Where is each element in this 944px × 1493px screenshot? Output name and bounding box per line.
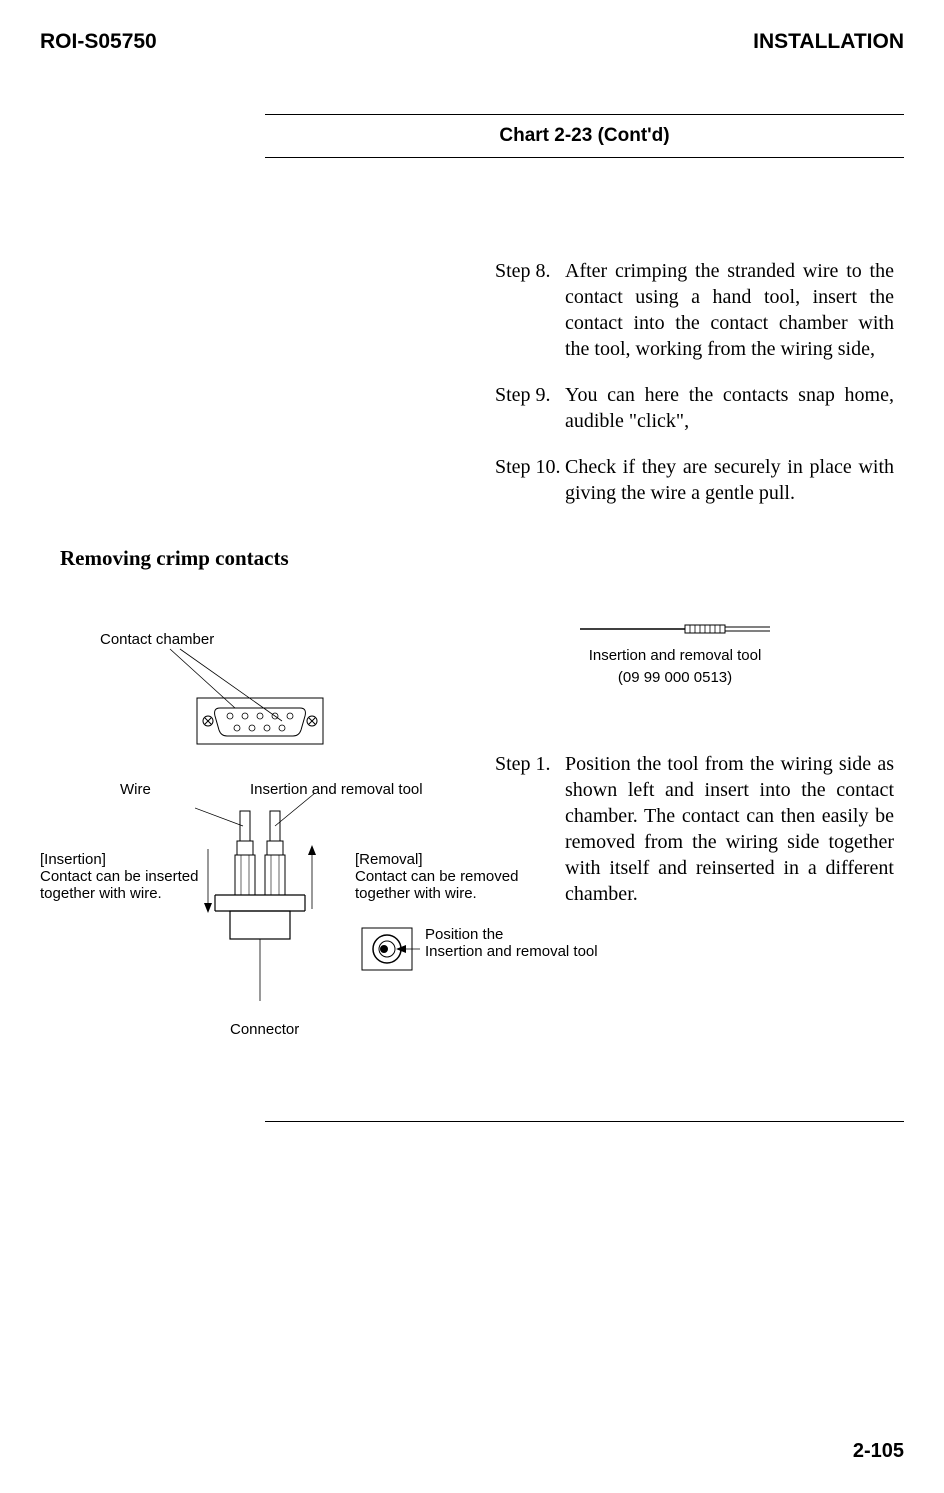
leader-lines-chamber [140,646,440,766]
step-text: You can here the contacts snap home, aud… [565,382,894,434]
label-position: Position the Insertion and removal tool [425,926,598,960]
tool-caption-2: (09 99 000 0513) [575,669,775,686]
tool-caption-1: Insertion and removal tool [575,647,775,664]
position-text-1: Position the [425,926,503,943]
step-label: Step 9. [495,382,565,434]
insertion-title: [Insertion] [40,851,106,868]
subsection-heading: Removing crimp contacts [60,546,904,571]
tool-icon [575,622,775,637]
step-text: Check if they are securely in place with… [565,454,894,506]
step-8: Step 8. After crimping the stranded wire… [495,258,894,362]
tool-diagram: Insertion and removal tool (09 99 000 05… [575,621,775,686]
bottom-rule [265,1121,904,1122]
doc-id: ROI-S05750 [40,30,157,54]
page-number: 2-105 [853,1440,904,1463]
circle-detail-icon [360,926,420,976]
step-10: Step 10. Check if they are securely in p… [495,454,894,506]
step-label: Step 10. [495,454,565,506]
upper-steps: Step 8. After crimping the stranded wire… [495,258,894,506]
position-text-2: Insertion and removal tool [425,943,598,960]
step-9: Step 9. You can here the contacts snap h… [495,382,894,434]
step-1-lower: Step 1. Position the tool from the wirin… [495,751,894,907]
section-title: INSTALLATION [753,30,904,54]
label-connector: Connector [230,1021,299,1038]
chart-title: Chart 2-23 (Cont'd) [265,114,904,158]
step-label: Step 8. [495,258,565,362]
page-header: ROI-S05750 INSTALLATION [40,30,904,54]
label-insertion: [Insertion] Contact can be inserted toge… [40,851,215,902]
step-text: Position the tool from the wiring side a… [565,751,894,907]
step-text: After crimping the stranded wire to the … [565,258,894,362]
insertion-text: Contact can be inserted together with wi… [40,868,198,902]
label-wire: Wire [120,781,151,798]
diagram-area: Insertion and removal tool (09 99 000 05… [40,591,904,1191]
